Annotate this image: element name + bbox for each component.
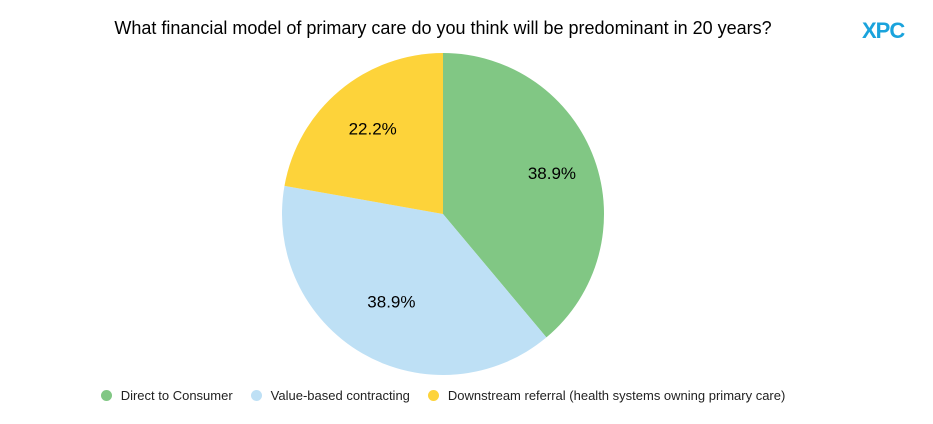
chart-title: What financial model of primary care do … bbox=[114, 18, 772, 38]
legend-label: Direct to Consumer bbox=[120, 388, 233, 403]
legend-item-value-based-contracting: Value-based contracting bbox=[250, 388, 410, 403]
pie-slice-downstream-referral bbox=[284, 53, 443, 214]
pie-slice-direct-to-consumer bbox=[443, 53, 604, 338]
legend-label: Value-based contracting bbox=[270, 388, 410, 403]
legend-swatch bbox=[250, 390, 262, 401]
legend-swatch bbox=[100, 390, 112, 401]
legend-item-downstream-referral: Downstream referral (health systems owni… bbox=[427, 388, 786, 403]
legend-swatch bbox=[427, 390, 439, 401]
legend-item-direct-to-consumer: Direct to Consumer bbox=[100, 388, 233, 403]
slice-value-label: 38.9% bbox=[367, 293, 415, 312]
slice-value-label: 22.2% bbox=[349, 120, 397, 139]
slice-value-label: 38.9% bbox=[528, 164, 576, 183]
xpc-logo: XPC bbox=[862, 18, 905, 43]
legend-label: Downstream referral (health systems owni… bbox=[447, 388, 786, 403]
pie-slice-value-based-contracting bbox=[282, 185, 547, 375]
legend: Direct to Consumer Value-based contracti… bbox=[0, 388, 886, 403]
